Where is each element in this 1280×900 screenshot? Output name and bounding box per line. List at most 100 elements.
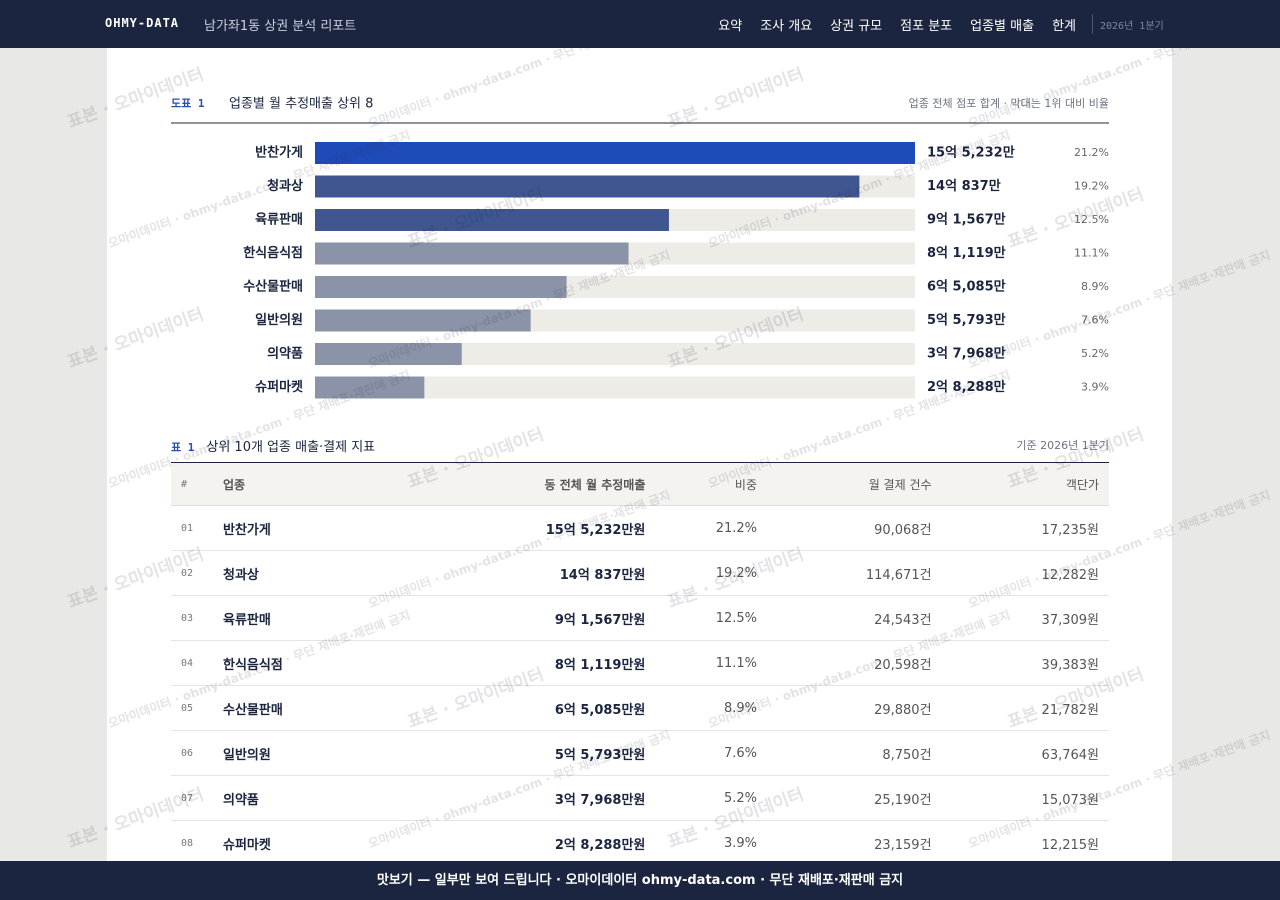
bar-chart: 도표 1 업종별 월 추정매출 상위 8 업종 전체 점포 합계 · 막대는 1위 …	[171, 97, 1109, 399]
cell: 39,383원	[932, 640, 1109, 686]
cell: 9억 1,567만원	[381, 595, 647, 641]
cell: 12,282원	[932, 550, 1109, 596]
value-label: 8억 1,119만	[927, 245, 1006, 261]
table-header: 표 1 상위 10개 업종 매출·결제 지표 기준 2026년 1분기	[171, 428, 1109, 463]
table: # 업종 동 전체 월 추정매출 비중 월 결제 건수 객단가 01 반찬가게 15억 5,23…	[171, 463, 1109, 866]
bar	[315, 142, 915, 164]
nav-item[interactable]: 점포 분포	[900, 19, 953, 34]
share-label: 3.9%	[1081, 381, 1109, 394]
cell: 일반의원	[222, 730, 382, 776]
column-header: 월 결제 건수	[758, 463, 933, 506]
cell: 슈퍼마켓	[222, 820, 382, 866]
category-label: 한식음식점	[243, 245, 303, 261]
value-label: 2억 8,288만	[927, 379, 1006, 395]
cell: 6억 5,085만원	[381, 685, 647, 731]
period: 2026년 1분기	[1100, 21, 1164, 32]
cell: 114,671건	[758, 550, 933, 596]
cell: 반찬가게	[222, 505, 382, 551]
nav-item[interactable]: 한계	[1052, 19, 1076, 34]
bar	[315, 309, 531, 332]
bar	[315, 343, 462, 365]
nav-item[interactable]: 업종별 매출	[970, 19, 1035, 34]
bar-track	[315, 343, 915, 365]
column-header: 업종	[222, 463, 382, 506]
report-title: 남가좌1동 상권 분석 리포트	[204, 19, 357, 34]
top-bar: OHMY-DATA 남가좌1동 상권 분석 리포트 요약 조사 개요 상권 규모 점포…	[0, 0, 1280, 48]
column-header: 객단가	[932, 463, 1109, 506]
bar	[315, 175, 860, 198]
cell: 21,782원	[932, 685, 1109, 731]
value-label: 6억 5,085만	[927, 279, 1006, 295]
share-label: 12.5%	[1074, 213, 1109, 226]
share-label: 5.2%	[1081, 347, 1109, 360]
cell: 14억 837만원	[381, 550, 647, 596]
category-label: 의약품	[267, 346, 303, 362]
content: 도표 1 업종별 월 추정매출 상위 8 업종 전체 점포 합계 · 막대는 1위 …	[107, 48, 1172, 866]
cell: 육류판매	[222, 595, 382, 641]
footer: 맛보기 — 일부만 보여 드립니다 · 오마이데이터 ohmy-data.com…	[0, 861, 1280, 900]
cell: 05	[171, 685, 222, 731]
nav: 요약 조사 개요 상권 규모 점포 분포 업종별 매출 한계	[718, 15, 1076, 34]
bar	[315, 276, 567, 298]
cell: 02	[171, 550, 222, 596]
header-row: # 업종 동 전체 월 추정매출 비중 월 결제 건수 객단가	[171, 463, 1109, 506]
table-label: 표 1	[171, 440, 195, 454]
cell: 06	[171, 730, 222, 776]
cell: 04	[171, 640, 222, 686]
brand[interactable]: OHMY-DATA	[105, 16, 180, 30]
value-label: 9억 1,567만	[927, 212, 1006, 228]
cell: 5.2%	[646, 775, 759, 821]
category-label: 슈퍼마켓	[255, 379, 303, 395]
cell: 11.1%	[646, 640, 759, 686]
cell: 12.5%	[646, 595, 759, 641]
cell: 23,159건	[758, 820, 933, 866]
nav-item[interactable]: 요약	[718, 19, 743, 34]
row: 07 의약품 3억 7,968만원 5.2% 25,190건 15,073원	[171, 775, 1109, 821]
cell: 7.6%	[646, 730, 759, 776]
cell: 8억 1,119만원	[381, 640, 647, 686]
table-note: 기준 2026년 1분기	[1016, 439, 1109, 452]
cell: 8.9%	[646, 685, 759, 731]
cell: 15,073원	[932, 775, 1109, 821]
cell: 17,235원	[932, 505, 1109, 551]
cell: 08	[171, 820, 222, 866]
column-header: 동 전체 월 추정매출	[381, 463, 647, 506]
category-label: 육류판매	[255, 212, 303, 228]
cell: 12,215원	[932, 820, 1109, 866]
share-label: 19.2%	[1074, 180, 1109, 193]
table-block: 표 1 상위 10개 업종 매출·결제 지표 기준 2026년 1분기 # 업종 동 …	[171, 428, 1109, 866]
cell: 19.2%	[646, 550, 759, 596]
row: 05 수산물판매 6억 5,085만원 8.9% 29,880건 21,782원	[171, 685, 1109, 731]
cell: 청과상	[222, 550, 382, 596]
cell: 2억 8,288만원	[381, 820, 647, 866]
cell: 20,598건	[758, 640, 933, 686]
row: 04 한식음식점 8억 1,119만원 11.1% 20,598건 39,383원	[171, 640, 1109, 686]
cell: 63,764원	[932, 730, 1109, 776]
cell: 03	[171, 595, 222, 641]
bar	[315, 209, 669, 231]
cell: 01	[171, 505, 222, 551]
cell: 29,880건	[758, 685, 933, 731]
category-label: 반찬가게	[255, 145, 303, 161]
category-label: 일반의원	[255, 312, 303, 328]
cell: 24,543건	[758, 595, 933, 641]
cell: 의약품	[222, 775, 382, 821]
category-label: 수산물판매	[243, 279, 303, 295]
cell: 수산물판매	[222, 685, 382, 731]
cell: 90,068건	[758, 505, 933, 551]
row: 06 일반의원 5억 5,793만원 7.6% 8,750건 63,764원	[171, 730, 1109, 776]
bar-track	[315, 376, 915, 399]
column-header: 비중	[646, 463, 759, 506]
nav-item[interactable]: 조사 개요	[760, 19, 813, 34]
value-label: 14억 837만	[927, 178, 1001, 194]
table-title: 상위 10개 업종 매출·결제 지표	[206, 439, 376, 455]
value-label: 15억 5,232만	[927, 145, 1015, 161]
cell: 한식음식점	[222, 640, 382, 686]
nav-item[interactable]: 상권 규모	[830, 19, 883, 34]
column-header: #	[171, 463, 222, 506]
separator	[1092, 14, 1093, 34]
share-label: 7.6%	[1081, 314, 1109, 327]
chart-note: 업종 전체 점포 합계 · 막대는 1위 대비 비율	[909, 97, 1109, 110]
cell: 21.2%	[646, 505, 759, 551]
